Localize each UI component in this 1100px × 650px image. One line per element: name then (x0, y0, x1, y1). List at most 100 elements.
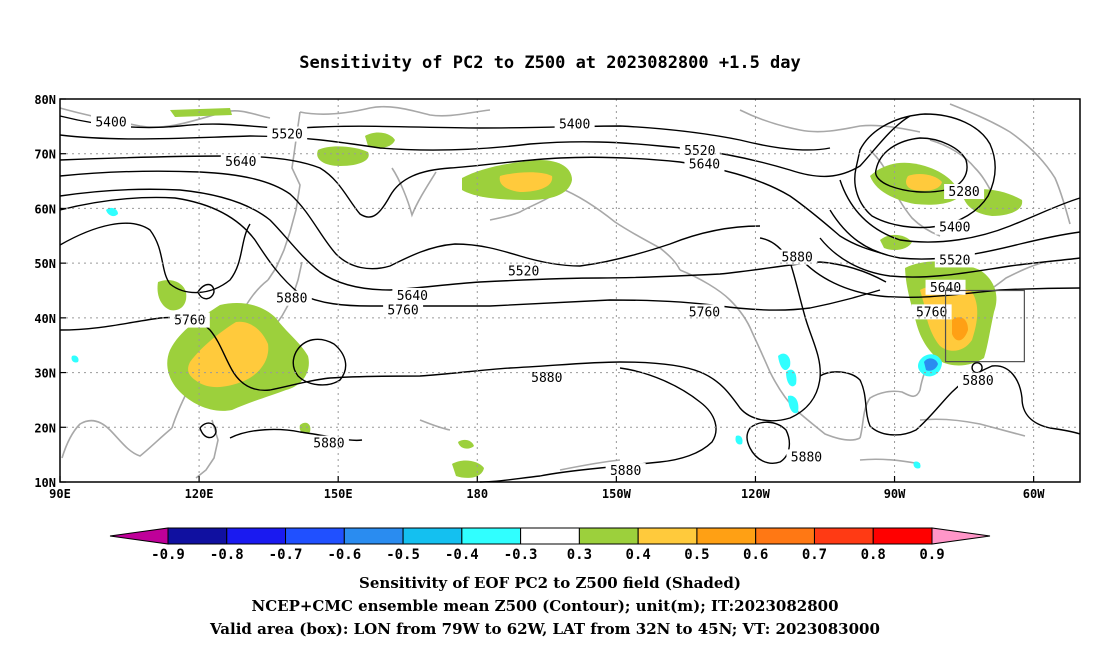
colorbar-segment (402, 527, 463, 545)
contour-label-bg (383, 302, 424, 318)
contour-label: 5880 (531, 371, 562, 386)
colorbar-label: -0.3 (504, 547, 538, 563)
colorbar-label: 0.7 (802, 547, 827, 563)
colorbar-segment (755, 527, 815, 545)
contour-small-high (971, 361, 983, 374)
contour-label-bg (271, 290, 312, 306)
contour-label-bg (503, 263, 544, 279)
contour-label: 5640 (689, 158, 720, 173)
lat-tick-label: 60N (34, 202, 56, 216)
colorbar-label: -0.5 (386, 547, 420, 563)
contour-label-bg (934, 219, 975, 235)
colorbar-segment (872, 527, 933, 545)
lon-tick-label: 150E (324, 487, 353, 501)
colorbar-label: 0.9 (919, 547, 944, 563)
lon-tick-label: 120W (741, 487, 771, 501)
lat-tick-label: 10N (34, 476, 56, 490)
contour-label-bg (777, 249, 818, 265)
contour-label-bg (605, 463, 646, 479)
contour-label: 5880 (276, 292, 307, 307)
colorbar-label: -0.9 (151, 547, 185, 563)
colorbar-segment (343, 527, 404, 545)
contour-label: 5640 (225, 155, 256, 170)
lat-tick-label: 40N (34, 312, 56, 326)
lon-tick-label: 120E (185, 487, 214, 501)
contour-label-bg (169, 312, 210, 328)
contour-label-bg (554, 116, 595, 132)
contour-label: 5640 (397, 289, 428, 304)
contour-label-bg (958, 372, 998, 388)
contour-label: 5520 (684, 144, 715, 159)
lat-tick-label: 50N (34, 257, 56, 271)
colorbar-label: 0.3 (567, 547, 592, 563)
contour-label: 5760 (916, 305, 947, 320)
contour-label-bg (786, 449, 827, 465)
caption-line-3: Valid area (box): LON from 79W to 62W, L… (209, 620, 880, 638)
lat-tick-label: 20N (34, 421, 56, 435)
contour-label: 5760 (387, 304, 418, 319)
valid-area-box (944, 289, 1025, 363)
contour-label: 5400 (939, 221, 970, 236)
contour-label-bg (684, 156, 725, 172)
contour-label-bg (679, 142, 720, 158)
caption-line-2: NCEP+CMC ensemble mean Z500 (Contour); u… (252, 597, 839, 615)
contour-label: 5280 (948, 185, 979, 200)
colorbar-label: 0.5 (684, 547, 709, 563)
lon-tick-label: 90E (49, 487, 71, 501)
map-grid (60, 99, 1080, 482)
colorbar-label: 0.6 (743, 547, 768, 563)
colorbar-label: 0.8 (861, 547, 886, 563)
contour-label-bg (392, 287, 433, 303)
contour-label: 5760 (689, 305, 720, 320)
contour-label-bg (684, 304, 725, 320)
lon-tick-label: 90W (884, 487, 906, 501)
colorbar-label: 0.4 (626, 547, 651, 563)
z500-contours (59, 113, 1081, 483)
lat-tick-label: 30N (34, 367, 56, 381)
contour-label-bg (526, 370, 567, 386)
contour-label: 5880 (313, 437, 344, 452)
contour-labels: 5400552056405400552056405280540055205640… (91, 114, 998, 479)
contour-label-bg (267, 126, 308, 142)
lon-tick-label: 60W (1023, 487, 1045, 501)
contour-label: 5520 (508, 264, 539, 279)
contour-label: 5880 (782, 251, 813, 266)
contour-label: 5640 (930, 281, 961, 296)
contour-label-bg (944, 184, 985, 200)
colorbar-segment (637, 527, 698, 545)
colorbar-segment (226, 527, 287, 545)
contour-label: 5880 (610, 464, 641, 479)
colorbar: -0.9 -0.8 -0.7 -0.6 -0.5 -0.4 -0.3 0.3 0.4 0.5 0.6… (109, 527, 991, 563)
colorbar-segment (578, 527, 639, 545)
contour-label: 5520 (939, 253, 970, 268)
colorbar-segment (520, 527, 580, 545)
contour-label-bg (308, 435, 349, 451)
contour-label-bg (220, 153, 261, 169)
colorbar-label: -0.6 (327, 547, 361, 563)
lat-tick-label: 70N (34, 148, 56, 162)
lat-tick-label: 80N (34, 93, 56, 107)
contour-label-bg (934, 252, 975, 268)
contour-label: 5400 (559, 118, 590, 133)
colorbar-label: -0.4 (445, 547, 479, 563)
contour-label: 5400 (95, 116, 126, 131)
lon-tick-label: 180 (466, 487, 488, 501)
contour-label-bg (91, 114, 131, 130)
lon-tick-label: 150W (602, 487, 632, 501)
caption-line-1: Sensitivity of EOF PC2 to Z500 field (Sh… (359, 574, 741, 592)
colorbar-segment (285, 527, 345, 545)
map-frame (59, 98, 1081, 483)
colorbar-segment (461, 527, 522, 545)
colorbar-segment (167, 527, 228, 545)
colorbar-segment (813, 527, 874, 545)
colorbar-label: -0.8 (210, 547, 244, 563)
colorbar-under-triangle (109, 527, 169, 545)
colorbar-label: -0.7 (269, 547, 303, 563)
contour-label: 5520 (272, 128, 303, 143)
map-axes: 90E 120E 150E 180 150W 120W 90W 60W 10N 20N 30N 40N… (34, 93, 1045, 501)
contour-label-bg (911, 304, 952, 320)
colorbar-over-triangle (931, 527, 991, 545)
contour-label: 5880 (962, 374, 993, 389)
contour-label: 5880 (791, 450, 822, 465)
